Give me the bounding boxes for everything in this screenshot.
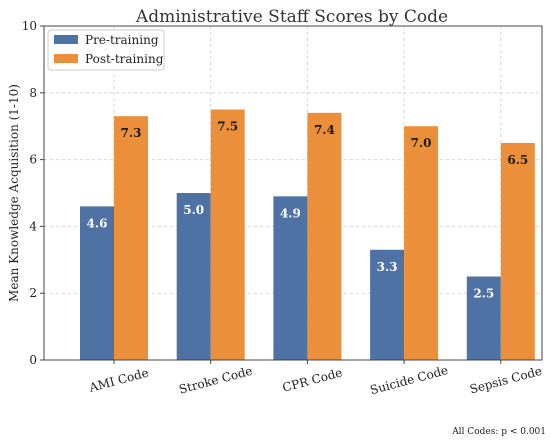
bar-pre-training-cpr-code — [273, 196, 308, 360]
y-tick-label-4: 8 — [29, 86, 37, 100]
significance-footnote: All Codes: p < 0.001 — [451, 427, 546, 437]
legend-label-pre-training: Pre-training — [85, 33, 159, 47]
data-label-pre-training-suicide-code: 3.3 — [377, 260, 398, 274]
bar-post-training-stroke-code — [210, 109, 245, 360]
y-axis: 0 2 4 6 8 10 — [22, 19, 44, 367]
x-tick-label-suicide-code: Suicide Code — [369, 363, 450, 397]
data-label-pre-training-ami-code: 4.6 — [87, 216, 108, 230]
data-label-post-training-cpr-code: 7.4 — [314, 123, 335, 137]
bar-post-training-sepsis-code — [500, 142, 535, 360]
chart-title: Administrative Staff Scores by Code — [135, 7, 448, 27]
bar-post-training-ami-code — [114, 116, 148, 361]
x-axis: AMI Code Stroke Code CPR Code Suicide Code S… — [87, 360, 543, 397]
x-tick-label-cpr-code: CPR Code — [281, 365, 344, 394]
x-tick-label-sepsis-code: Sepsis Code — [468, 364, 543, 397]
data-label-post-training-stroke-code: 7.5 — [217, 120, 238, 134]
data-label-pre-training-stroke-code: 5.0 — [183, 203, 204, 217]
bar-pre-training-sepsis-code — [466, 276, 501, 360]
y-tick-label-3: 6 — [29, 153, 37, 167]
y-tick-label-1: 2 — [29, 286, 37, 300]
bar-pre-training-suicide-code — [370, 249, 405, 360]
data-label-post-training-suicide-code: 7.0 — [411, 136, 432, 150]
legend-swatch-pre-training — [54, 35, 78, 44]
y-tick-label-5: 10 — [22, 19, 37, 33]
legend-label-post-training: Post-training — [85, 52, 164, 66]
y-axis-label: Mean Knowledge Acquisition (1-10) — [7, 84, 21, 302]
data-label-pre-training-cpr-code: 4.9 — [280, 206, 301, 220]
bars: 4.6 7.3 5.0 7.5 4.9 7.4 3.3 7.0 2.5 6.5 — [80, 109, 535, 361]
data-label-post-training-ami-code: 7.3 — [121, 126, 142, 140]
data-label-pre-training-sepsis-code: 2.5 — [473, 287, 494, 301]
y-tick-label-2: 4 — [29, 219, 37, 233]
y-tick-label-0: 0 — [29, 353, 37, 367]
plot-frame — [43, 25, 543, 361]
bar-post-training-suicide-code — [404, 126, 439, 360]
legend-swatch-post-training — [54, 54, 78, 63]
x-tick-label-stroke-code: Stroke Code — [177, 364, 253, 397]
bar-post-training-cpr-code — [307, 112, 342, 360]
bar-pre-training-stroke-code — [176, 193, 211, 360]
x-tick-label-ami-code: AMI Code — [87, 366, 150, 395]
data-label-post-training-sepsis-code: 6.5 — [507, 153, 528, 167]
legend: Pre-training Post-training — [47, 29, 165, 71]
bar-pre-training-ami-code — [80, 206, 114, 360]
